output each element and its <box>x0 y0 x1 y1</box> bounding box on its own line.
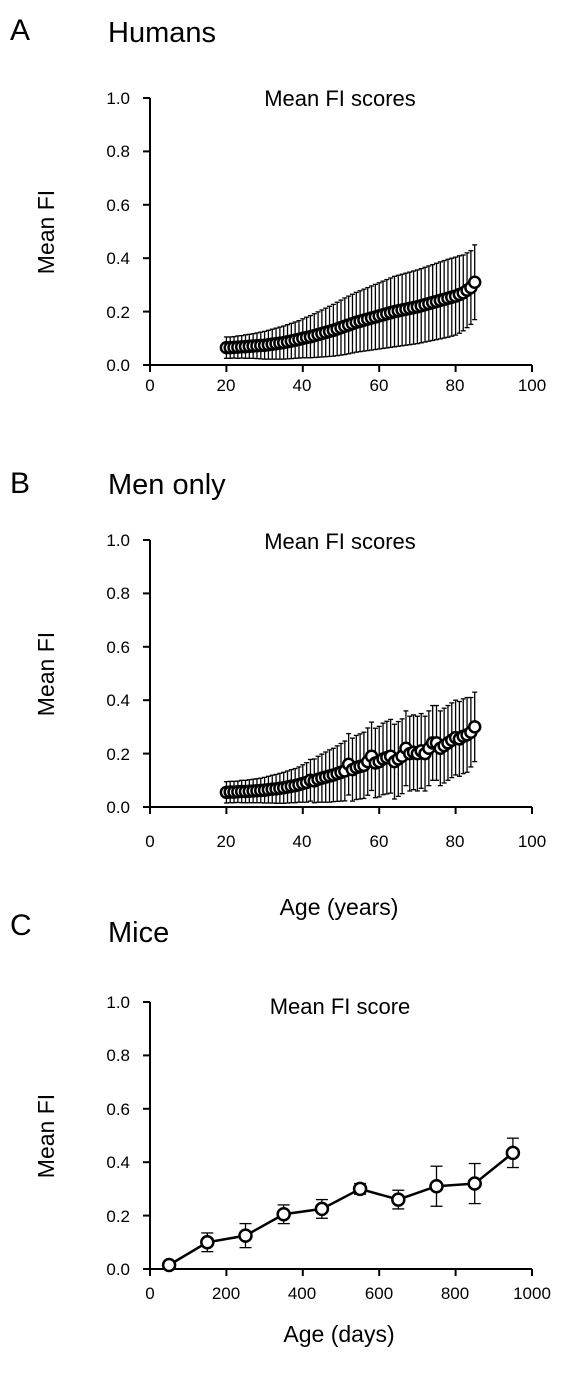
chart-title: Mean FI scores <box>264 86 416 111</box>
chart-title: Mean FI score <box>270 994 411 1019</box>
x-tick-label: 60 <box>370 832 389 851</box>
y-tick-label: 0.2 <box>106 1207 130 1226</box>
y-tick-label: 0.4 <box>106 1153 130 1172</box>
y-tick-label: 0.0 <box>106 798 130 817</box>
data-point <box>391 1192 406 1207</box>
data-point <box>467 1176 482 1191</box>
x-tick-label: 60 <box>370 376 389 395</box>
x-tick-label: 600 <box>365 1284 393 1303</box>
chart-title: Mean FI scores <box>264 529 416 554</box>
y-axis-title: Mean FI <box>33 632 59 716</box>
y-tick-label: 0.4 <box>106 249 130 268</box>
axis-ticks <box>143 539 533 814</box>
y-tick-label: 0.6 <box>106 1100 130 1119</box>
y-tick-label: 1.0 <box>106 993 130 1012</box>
series-line <box>168 1151 514 1267</box>
x-axis-title: Age (years) <box>280 894 399 920</box>
x-axis-title: Age (days) <box>283 1321 394 1347</box>
y-tick-label: 1.0 <box>106 531 130 550</box>
data-point <box>505 1145 521 1161</box>
data-point <box>276 1207 291 1222</box>
x-tick-label: 0 <box>145 832 154 851</box>
y-tick-label: 0.8 <box>106 584 130 603</box>
x-tick-label: 40 <box>293 832 312 851</box>
axis-ticks <box>143 97 533 372</box>
axis-ticks <box>143 1001 533 1276</box>
x-tick-label: 20 <box>217 832 236 851</box>
data-marks <box>219 691 482 804</box>
data-point <box>467 720 482 734</box>
data-point <box>238 1228 253 1243</box>
panel-heading: Men only <box>108 469 226 501</box>
panel-c: C Mice Mean FI score Mean FI Age (days) … <box>10 909 551 1347</box>
y-tick-label: 0.2 <box>106 303 130 322</box>
y-tick-label: 0.6 <box>106 638 130 657</box>
y-tick-label: 0.0 <box>106 356 130 375</box>
x-tick-label: 100 <box>518 832 546 851</box>
data-marks <box>161 1137 521 1273</box>
x-tick-label: 80 <box>446 832 465 851</box>
data-point <box>314 1201 330 1217</box>
x-tick-label: 20 <box>217 376 236 395</box>
x-tick-label: 0 <box>145 376 154 395</box>
data-point <box>467 275 482 289</box>
data-marks <box>219 244 482 360</box>
x-tick-label: 800 <box>441 1284 469 1303</box>
panel-letter: A <box>10 14 30 47</box>
data-point <box>429 1178 444 1194</box>
panel-letter: B <box>10 467 30 500</box>
x-tick-label: 0 <box>145 1284 154 1303</box>
data-point <box>200 1235 215 1250</box>
x-tick-label: 400 <box>288 1284 316 1303</box>
x-tick-label: 100 <box>518 376 546 395</box>
panel-letter: C <box>10 909 32 942</box>
y-tick-label: 0.8 <box>106 1046 130 1065</box>
panel-a: A Humans Mean FI scores Mean FI 0.0 0.2 … <box>10 14 546 395</box>
panel-heading: Mice <box>108 917 169 949</box>
data-point <box>161 1257 177 1273</box>
panel-heading: Humans <box>108 17 216 49</box>
y-tick-label: 1.0 <box>106 89 130 108</box>
y-tick-label: 0.8 <box>106 142 130 161</box>
y-axis-title: Mean FI <box>33 190 59 274</box>
x-tick-label: 40 <box>293 376 312 395</box>
y-tick-label: 0.0 <box>106 1260 130 1279</box>
x-tick-label: 80 <box>446 376 465 395</box>
x-tick-label: 1000 <box>513 1284 551 1303</box>
y-tick-label: 0.2 <box>106 745 130 764</box>
x-tick-label: 200 <box>212 1284 240 1303</box>
y-tick-label: 0.6 <box>106 196 130 215</box>
y-axis-title: Mean FI <box>33 1094 59 1178</box>
panel-b: B Men only Mean FI scores Mean FI Age (y… <box>10 467 546 920</box>
data-point <box>352 1181 368 1197</box>
y-tick-label: 0.4 <box>106 691 130 710</box>
